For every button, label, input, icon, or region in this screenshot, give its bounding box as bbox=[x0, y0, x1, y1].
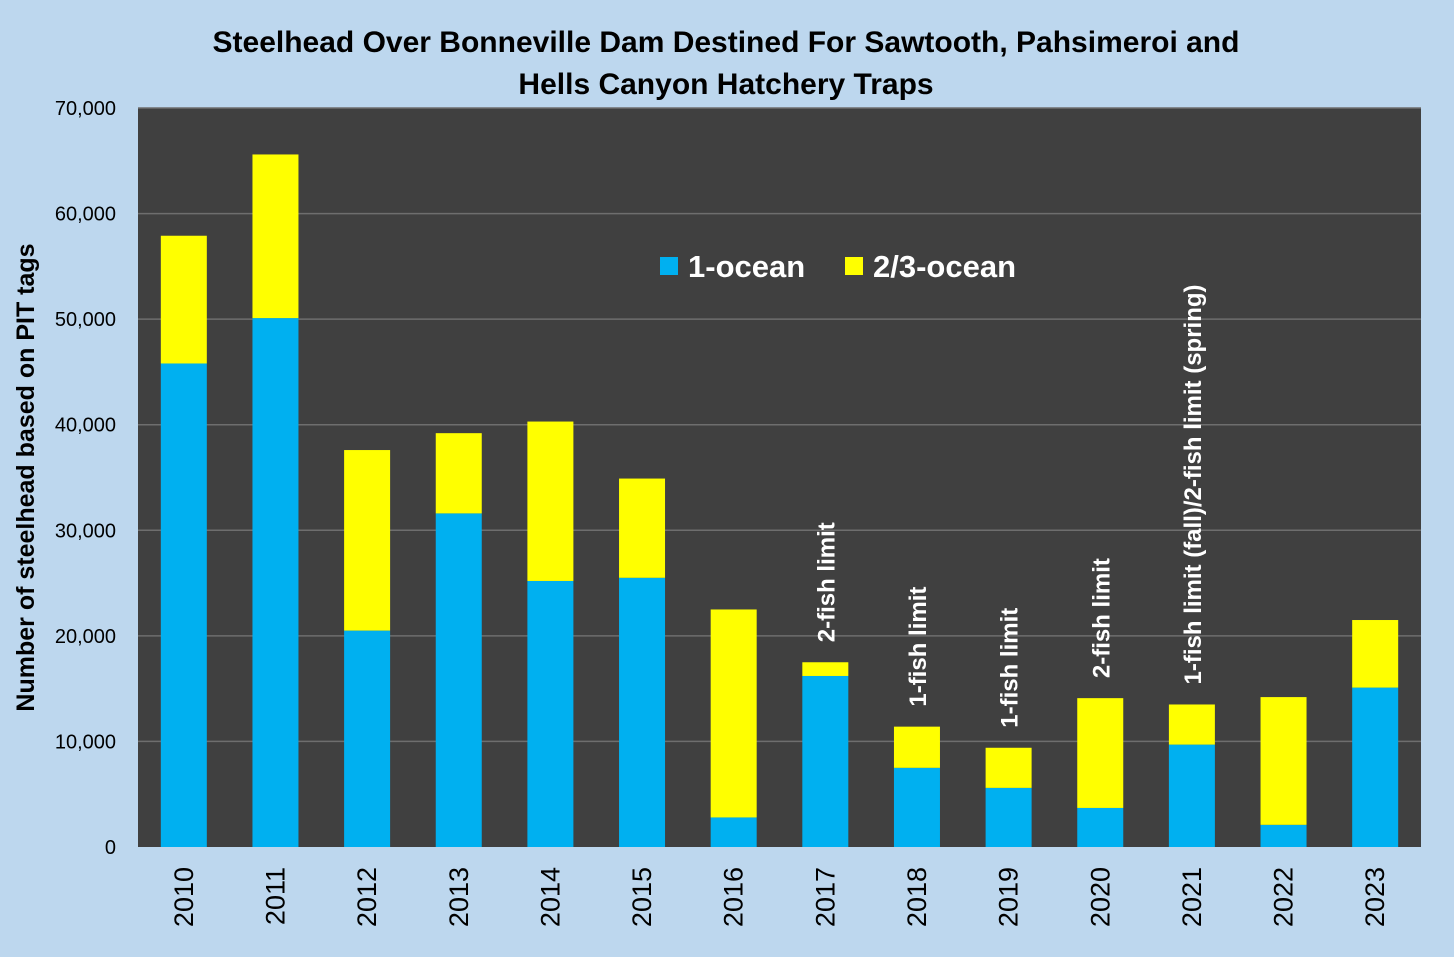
bar-two-three-ocean bbox=[802, 662, 849, 676]
x-tick-label: 2014 bbox=[535, 867, 565, 927]
bar-one-ocean bbox=[1077, 807, 1124, 847]
x-tick-label: 2018 bbox=[902, 867, 932, 927]
bar-one-ocean bbox=[1352, 687, 1399, 847]
x-tick-label: 2017 bbox=[810, 867, 840, 927]
y-tick-label: 30,000 bbox=[55, 520, 116, 542]
bar-two-three-ocean bbox=[160, 235, 207, 364]
x-tick-label: 2011 bbox=[260, 867, 290, 925]
y-tick-label: 70,000 bbox=[55, 98, 116, 120]
bar-one-ocean bbox=[435, 513, 482, 847]
y-axis-label: Number of steelhead based on PIT tags bbox=[12, 243, 40, 711]
x-tick-label: 2022 bbox=[1269, 867, 1299, 927]
bar-two-three-ocean bbox=[527, 421, 574, 581]
bar-two-three-ocean bbox=[1077, 698, 1124, 808]
bar-one-ocean bbox=[1260, 824, 1307, 847]
legend-label-one-ocean: 1-ocean bbox=[688, 249, 805, 284]
y-tick-label: 10,000 bbox=[55, 731, 116, 753]
y-tick-label: 60,000 bbox=[55, 204, 116, 226]
bar-two-three-ocean bbox=[435, 433, 482, 514]
bar-two-three-ocean bbox=[1352, 620, 1399, 688]
x-tick-label: 2019 bbox=[994, 867, 1024, 927]
bar-one-ocean bbox=[527, 580, 574, 847]
legend-label-two-three-ocean: 2/3-ocean bbox=[873, 249, 1016, 284]
plot-area bbox=[138, 108, 1421, 847]
chart-title-line-2: Hells Canyon Hatchery Traps bbox=[518, 68, 934, 101]
x-tick-label: 2016 bbox=[719, 867, 749, 927]
legend: 1-ocean 2/3-ocean bbox=[660, 249, 1016, 284]
legend-swatch-one-ocean bbox=[660, 257, 678, 275]
annotation-label: 2-fish limit bbox=[1088, 558, 1115, 678]
legend-swatch-two-three-ocean bbox=[845, 257, 863, 275]
annotation-label: 2-fish limit bbox=[813, 522, 840, 642]
annotation-label: 1-fish limit bbox=[905, 587, 932, 707]
bar-two-three-ocean bbox=[619, 478, 666, 578]
bar-one-ocean bbox=[802, 675, 849, 847]
bar-one-ocean bbox=[344, 630, 391, 847]
bar-one-ocean bbox=[252, 318, 299, 847]
y-tick-label: 0 bbox=[105, 837, 116, 859]
chart-title-line-1: Steelhead Over Bonneville Dam Destined F… bbox=[212, 26, 1240, 59]
bar-two-three-ocean bbox=[710, 609, 757, 818]
x-tick-label: 2020 bbox=[1085, 867, 1115, 927]
bar-two-three-ocean bbox=[1260, 697, 1307, 825]
x-tick-label: 2015 bbox=[627, 867, 657, 927]
bar-two-three-ocean bbox=[1168, 704, 1215, 745]
bar-one-ocean bbox=[619, 577, 666, 847]
annotation-label: 1-fish limit bbox=[997, 608, 1024, 728]
bar-one-ocean bbox=[160, 363, 207, 847]
chart-title: Steelhead Over Bonneville Dam Destined F… bbox=[100, 22, 1352, 106]
x-tick-label: 2023 bbox=[1360, 867, 1390, 927]
bar-two-three-ocean bbox=[252, 154, 299, 319]
bar-one-ocean bbox=[985, 787, 1032, 847]
y-tick-label: 40,000 bbox=[55, 415, 116, 437]
bar-one-ocean bbox=[1168, 744, 1215, 847]
bar-two-three-ocean bbox=[985, 747, 1032, 788]
bar-one-ocean bbox=[710, 817, 757, 847]
x-tick-label: 2010 bbox=[169, 867, 199, 927]
y-tick-label: 50,000 bbox=[55, 309, 116, 331]
bar-two-three-ocean bbox=[893, 726, 940, 768]
x-tick-label: 2013 bbox=[444, 867, 474, 927]
bar-two-three-ocean bbox=[344, 450, 391, 631]
bar-one-ocean bbox=[893, 767, 940, 847]
annotation-label: 1-fish limit (fall)/2-fish limit (spring… bbox=[1180, 284, 1207, 684]
x-tick-label: 2012 bbox=[352, 867, 382, 927]
x-tick-label: 2021 bbox=[1177, 867, 1207, 927]
y-tick-label: 20,000 bbox=[55, 626, 116, 648]
